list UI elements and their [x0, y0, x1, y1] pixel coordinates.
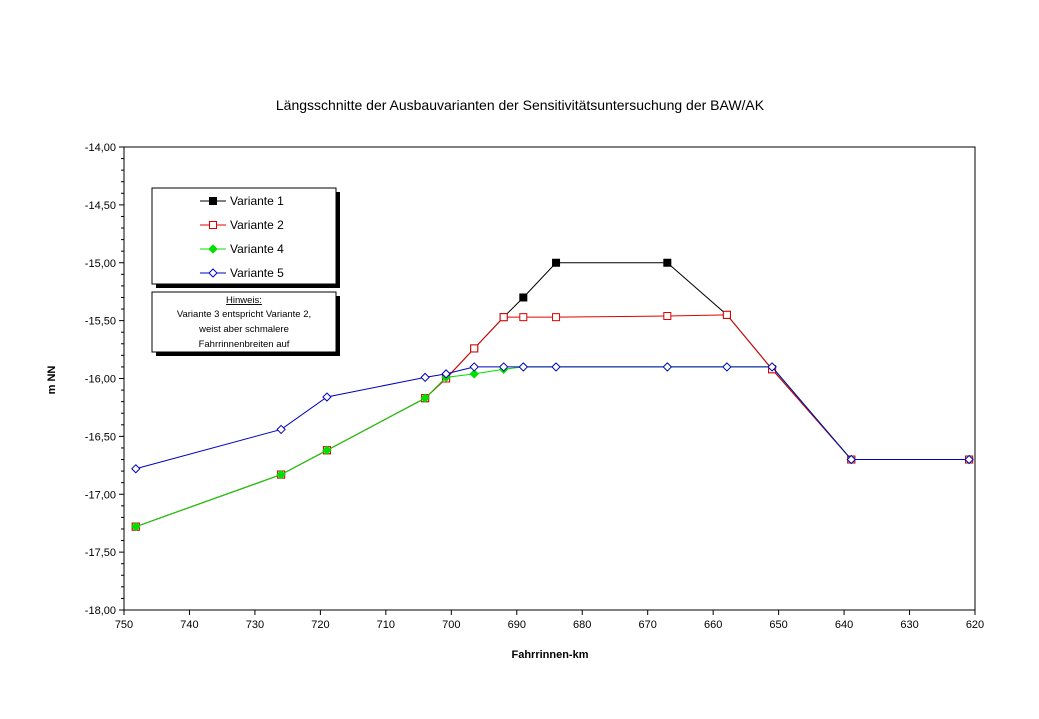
chart-title: Längsschnitte der Ausbauvarianten der Se… [276, 97, 765, 113]
legend-label: Variante 1 [230, 194, 284, 208]
data-point [552, 313, 561, 322]
legend-label: Variante 2 [230, 218, 284, 232]
data-point [322, 392, 332, 402]
x-axis-label: Fahrrinnen-km [511, 649, 588, 661]
data-point [964, 454, 974, 465]
legend-item: Variante 1 [200, 194, 284, 208]
x-tick-label: 740 [180, 619, 198, 631]
series-line [135, 366, 970, 528]
data-point [846, 454, 856, 465]
legend-marker [209, 197, 217, 205]
data-point [518, 362, 529, 372]
note-heading: Hinweis: [226, 295, 262, 306]
data-point [722, 310, 731, 319]
x-tick-label: 660 [704, 619, 722, 631]
x-tick-label: 730 [246, 619, 264, 631]
x-tick-label: 750 [115, 619, 133, 631]
y-tick-label: -17,00 [85, 489, 116, 501]
y-tick-label: -15,00 [85, 258, 116, 270]
series-line [135, 366, 970, 470]
data-point [519, 313, 528, 322]
data-point [470, 344, 479, 353]
x-tick-label: 690 [508, 619, 526, 631]
legend-item: Variante 4 [200, 242, 284, 256]
y-tick-label: -16,00 [85, 374, 116, 386]
x-tick-label: 630 [900, 619, 918, 631]
data-point [663, 311, 672, 320]
x-tick-label: 680 [573, 619, 591, 631]
legend-label: Variante 4 [230, 242, 284, 256]
note-line: Fahrrinnenbreiten auf [199, 339, 290, 350]
data-point [519, 293, 528, 302]
legend-label: Variante 5 [230, 266, 284, 280]
x-tick-label: 700 [442, 619, 460, 631]
data-point [662, 362, 673, 372]
y-tick-label: -14,50 [85, 200, 116, 212]
data-point [276, 469, 286, 480]
data-point [276, 424, 286, 435]
x-tick-label: 720 [311, 619, 329, 631]
data-point [420, 372, 430, 383]
legend-marker [208, 244, 218, 254]
data-point [767, 362, 777, 372]
y-tick-label: -18,00 [85, 605, 116, 617]
legend-item: Variante 2 [200, 218, 284, 232]
data-point [722, 362, 732, 372]
data-point [420, 393, 430, 403]
data-point [131, 464, 141, 474]
legend-marker [208, 268, 218, 278]
y-tick-label: -15,50 [85, 316, 116, 328]
x-tick-label: 710 [377, 619, 395, 631]
note-box: Hinweis: Variante 3 entspricht Variante … [151, 291, 340, 356]
data-point [322, 445, 332, 455]
data-point [469, 369, 479, 379]
x-tick-label: 650 [769, 619, 787, 631]
data-point [551, 362, 561, 372]
data-point [552, 258, 561, 267]
series-variante-4 [131, 362, 974, 532]
data-point [131, 521, 141, 532]
y-tick-label: -16,50 [85, 431, 116, 443]
x-tick-label: 640 [835, 619, 853, 631]
y-tick-label: -17,50 [85, 547, 116, 559]
legend-marker [209, 221, 217, 229]
legend: Variante 1 Variante 2 Variante 4 Variante 5 [151, 187, 340, 288]
note-line: weist aber schmalere [198, 324, 289, 335]
x-tick-label: 670 [639, 619, 657, 631]
y-tick-label: -14,00 [85, 142, 116, 154]
note-line: Variante 3 entspricht Variante 2, [177, 309, 311, 320]
data-point [441, 369, 451, 379]
x-tick-label: 620 [966, 619, 984, 631]
series-variante-5 [131, 362, 974, 474]
data-point [499, 313, 508, 322]
data-point [498, 362, 509, 372]
data-point [663, 258, 672, 267]
legend-item: Variante 5 [200, 266, 284, 280]
data-point [469, 362, 479, 372]
y-axis-label: m NN [46, 366, 58, 395]
